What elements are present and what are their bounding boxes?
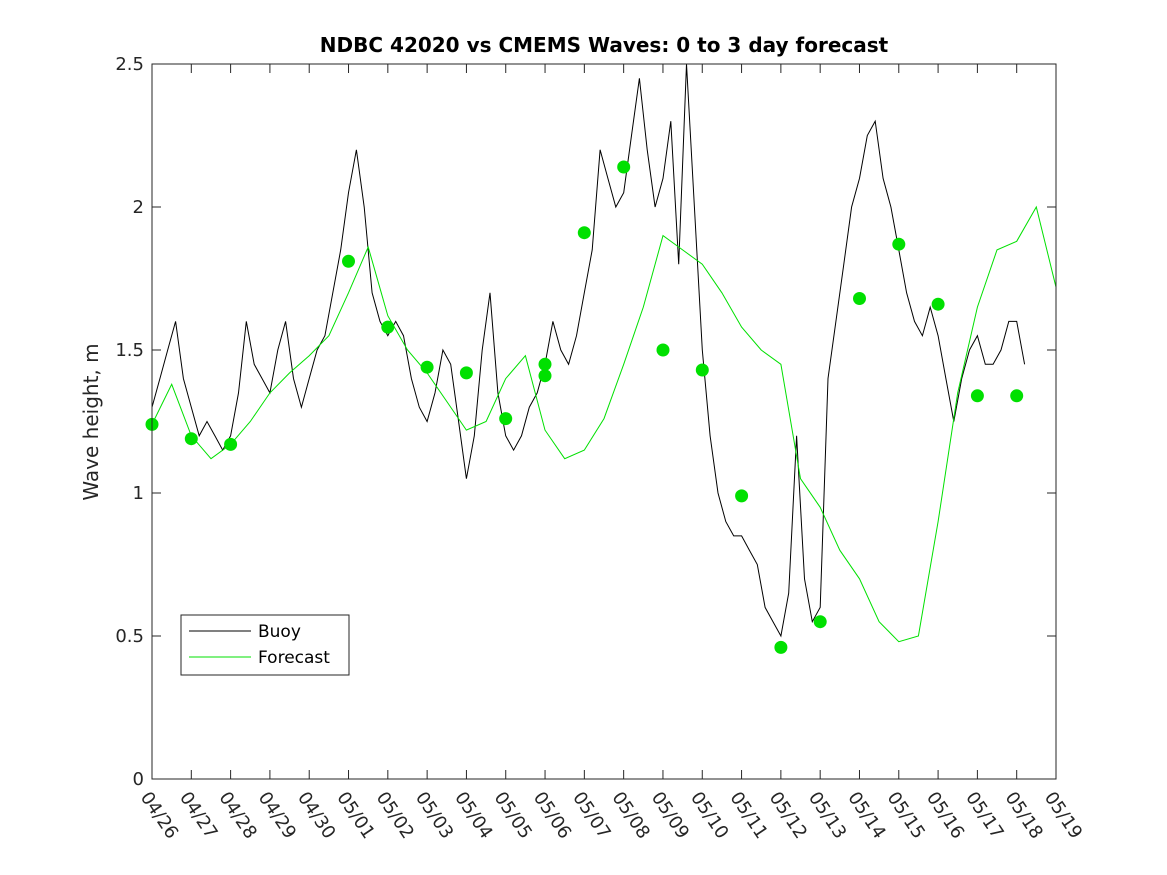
y-tick-label: 1 bbox=[133, 483, 144, 504]
forecast-marker bbox=[892, 237, 906, 251]
y-tick-label: 0.5 bbox=[115, 626, 144, 647]
series-forecast-line bbox=[151, 205, 1057, 643]
y-tick-label: 2.5 bbox=[115, 54, 144, 75]
forecast-marker bbox=[184, 432, 198, 446]
y-tick-label: 0 bbox=[133, 769, 144, 790]
forecast-marker bbox=[695, 363, 709, 377]
forecast-marker bbox=[381, 320, 395, 334]
legend-box bbox=[180, 614, 350, 676]
y-tick-label: 1.5 bbox=[115, 340, 144, 361]
forecast-marker bbox=[459, 366, 473, 380]
y-axis-label: Wave height, m bbox=[79, 343, 103, 500]
forecast-marker bbox=[538, 369, 552, 383]
forecast-marker bbox=[931, 297, 945, 311]
forecast-marker bbox=[970, 389, 984, 403]
forecast-marker bbox=[853, 292, 866, 305]
forecast-marker bbox=[656, 343, 670, 357]
forecast-marker bbox=[735, 489, 749, 503]
plot-lines bbox=[151, 63, 1057, 643]
legend-forecast-label: Forecast bbox=[258, 648, 330, 668]
series-buoy-line bbox=[151, 63, 1026, 638]
forecast-marker bbox=[617, 160, 631, 174]
chart-title: NDBC 42020 vs CMEMS Waves: 0 to 3 day fo… bbox=[320, 33, 889, 57]
legend-buoy-label: Buoy bbox=[258, 622, 301, 642]
forecast-marker bbox=[1010, 389, 1024, 403]
legend: Buoy Forecast bbox=[180, 614, 350, 676]
forecast-marker bbox=[813, 615, 827, 629]
axes-box bbox=[151, 63, 1057, 780]
forecast-marker bbox=[538, 357, 552, 371]
forecast-marker bbox=[577, 226, 591, 240]
forecast-marker bbox=[774, 640, 788, 654]
forecast-marker bbox=[342, 254, 355, 268]
forecast-markers bbox=[145, 160, 1024, 654]
forecast-marker bbox=[224, 437, 238, 451]
forecast-marker bbox=[420, 360, 434, 374]
y-tick-label: 2 bbox=[133, 197, 144, 218]
forecast-marker bbox=[499, 412, 513, 426]
